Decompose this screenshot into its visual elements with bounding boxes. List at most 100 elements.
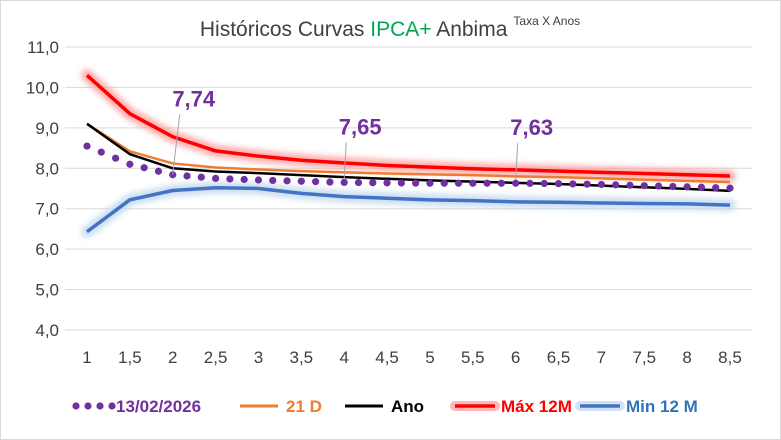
series-dot bbox=[554, 180, 563, 188]
series-dot bbox=[212, 174, 220, 182]
x-tick-label: 2 bbox=[168, 348, 177, 367]
series-3 bbox=[81, 69, 736, 182]
series-line bbox=[86, 122, 731, 184]
series-dot bbox=[597, 180, 606, 189]
x-tick-label: 2,5 bbox=[204, 348, 228, 367]
x-tick-label: 1,5 bbox=[118, 348, 142, 367]
series-dot bbox=[640, 182, 648, 190]
x-tick-label: 3 bbox=[254, 348, 263, 367]
series-dot bbox=[297, 177, 305, 185]
series-dot bbox=[569, 180, 577, 188]
data-label: 7,63 bbox=[510, 115, 553, 140]
series-dot bbox=[197, 173, 205, 181]
x-tick-label: 6,5 bbox=[547, 348, 571, 367]
series-dot bbox=[626, 181, 634, 189]
series-dot bbox=[583, 180, 591, 188]
data-label: 7,74 bbox=[172, 86, 216, 111]
series-group bbox=[81, 69, 736, 238]
series-dot bbox=[397, 179, 405, 187]
series-dot bbox=[669, 182, 677, 191]
series-dot bbox=[369, 179, 377, 187]
series-dot bbox=[440, 179, 448, 187]
series-dot bbox=[283, 177, 291, 185]
legend-label: Máx 12M bbox=[501, 397, 572, 416]
series-dot bbox=[240, 175, 248, 184]
series-dot bbox=[154, 167, 163, 175]
series-dot bbox=[312, 178, 320, 186]
x-tick-label: 5,5 bbox=[461, 348, 485, 367]
axes: 4,0 5,0 6,0 7,0 8,0 9,0 10,0 11,0 1 1,5 2 2,5 3 3,5 4 4… bbox=[26, 38, 742, 367]
series-dot bbox=[497, 179, 505, 187]
legend-marker bbox=[108, 402, 116, 410]
series-dot bbox=[111, 154, 120, 162]
chart-title: Históricos Curvas IPCA+ Anbima Taxa X Ano… bbox=[200, 14, 580, 41]
series-2 bbox=[86, 122, 731, 193]
series-dot bbox=[712, 184, 720, 192]
series-dot bbox=[354, 178, 363, 187]
x-tick-label: 1 bbox=[82, 348, 91, 367]
legend-label: 21 D bbox=[286, 397, 322, 416]
series-dot bbox=[697, 183, 706, 191]
title-suffix: Anbima bbox=[432, 18, 508, 41]
series-4 bbox=[81, 181, 736, 238]
series-dot bbox=[226, 175, 234, 183]
legend-label: Min 12 M bbox=[626, 397, 698, 416]
title-superscript: Taxa X Anos bbox=[513, 14, 580, 28]
x-tick-label: 4 bbox=[339, 348, 348, 367]
x-tick-label: 4,5 bbox=[375, 348, 399, 367]
annotations: 7,74 7,65 7,63 bbox=[172, 86, 553, 180]
series-dot bbox=[683, 183, 691, 191]
annotation-leader bbox=[515, 143, 519, 180]
x-tick-label: 8 bbox=[682, 348, 691, 367]
x-tick-label: 7 bbox=[597, 348, 606, 367]
legend-item: Máx 12M bbox=[450, 397, 572, 416]
legend-label: Ano bbox=[391, 397, 424, 416]
series-dot bbox=[426, 179, 434, 187]
series-0 bbox=[83, 142, 734, 192]
series-dot bbox=[169, 171, 177, 179]
y-tick-label: 6,0 bbox=[35, 240, 59, 259]
y-tick-label: 10,0 bbox=[26, 78, 59, 97]
series-dot bbox=[454, 179, 463, 187]
series-dot bbox=[269, 176, 277, 185]
legend-item: 21 D bbox=[240, 397, 322, 416]
y-tick-label: 5,0 bbox=[35, 281, 59, 300]
series-line bbox=[86, 122, 731, 193]
x-tick-label: 3,5 bbox=[290, 348, 314, 367]
title-prefix: Históricos Curvas bbox=[200, 18, 370, 41]
series-dot bbox=[540, 179, 548, 188]
data-label: 7,65 bbox=[339, 114, 382, 139]
legend-item: Min 12 M bbox=[575, 397, 698, 416]
series-1 bbox=[86, 122, 731, 184]
legend-marker bbox=[96, 402, 104, 410]
series-dot bbox=[612, 181, 620, 189]
series-dot bbox=[326, 178, 334, 186]
series-dot bbox=[654, 182, 663, 190]
legend-item: Ano bbox=[345, 397, 424, 416]
annotation-leader bbox=[172, 114, 181, 175]
annotation-leader bbox=[343, 142, 347, 179]
x-tick-label: 7,5 bbox=[632, 348, 656, 367]
series-dot bbox=[97, 148, 105, 156]
y-tick-label: 8,0 bbox=[35, 159, 59, 178]
series-line bbox=[85, 185, 731, 234]
series-dot bbox=[83, 142, 91, 150]
x-tick-label: 6 bbox=[511, 348, 520, 367]
y-tick-label: 7,0 bbox=[35, 200, 59, 219]
series-dot bbox=[183, 172, 191, 180]
series-dot bbox=[383, 179, 391, 187]
series-dot bbox=[412, 179, 420, 187]
series-dot bbox=[726, 184, 734, 192]
series-dot bbox=[126, 160, 134, 168]
x-tick-label: 8,5 bbox=[718, 348, 742, 367]
series-dot bbox=[469, 179, 477, 187]
series-dot bbox=[526, 179, 534, 187]
title-highlight: IPCA+ bbox=[370, 18, 431, 41]
legend-marker bbox=[72, 402, 80, 410]
series-dot bbox=[483, 179, 491, 187]
series-dot bbox=[340, 178, 348, 187]
y-tick-label: 11,0 bbox=[27, 38, 59, 57]
